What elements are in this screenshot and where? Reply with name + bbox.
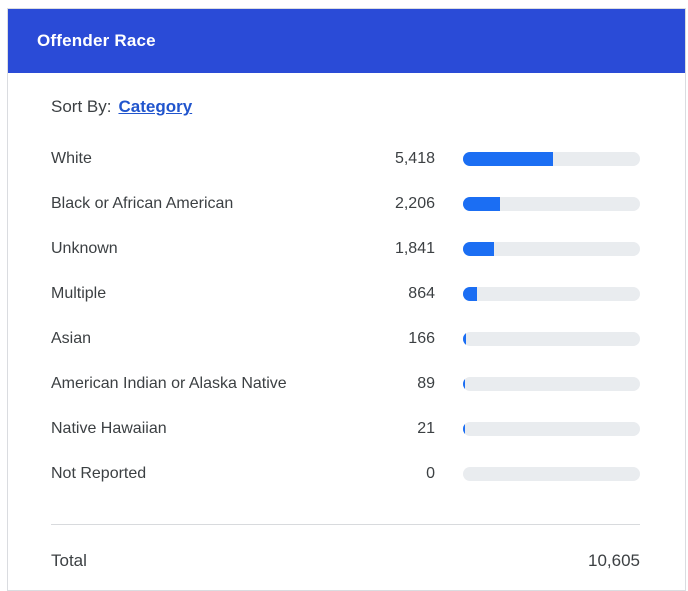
sort-by-label: Sort By: — [51, 97, 112, 116]
total-row: Total 10,605 — [51, 549, 640, 573]
bar-fill — [463, 151, 554, 166]
category-label: White — [51, 149, 92, 167]
category-value: 89 — [417, 374, 435, 392]
category-row: Unknown 1,841 — [51, 226, 640, 271]
bar-fill — [463, 331, 466, 346]
bar-fill — [463, 421, 465, 436]
total-value: 10,605 — [588, 551, 640, 570]
category-label: Native Hawaiian — [51, 419, 167, 437]
offender-race-card: Offender Race Sort By: Category White 5,4… — [7, 8, 686, 591]
category-row: Native Hawaiian 21 — [51, 406, 640, 451]
bar-track — [463, 151, 640, 166]
category-label: Black or African American — [51, 194, 234, 212]
sort-by-row: Sort By: Category — [51, 94, 640, 120]
sort-by-category-link[interactable]: Category — [118, 97, 193, 116]
card-header: Offender Race — [8, 9, 685, 73]
category-row: Multiple 864 — [51, 271, 640, 316]
category-row: Asian 166 — [51, 316, 640, 361]
category-label: American Indian or Alaska Native — [51, 374, 287, 392]
bar-track — [463, 196, 640, 211]
category-label: Not Reported — [51, 464, 147, 482]
category-value: 1,841 — [394, 239, 435, 257]
category-rows: White 5,418 Black or African American 2,… — [51, 136, 640, 496]
card-title: Offender Race — [37, 31, 156, 50]
category-row: White 5,418 — [51, 136, 640, 181]
bar-track — [463, 466, 640, 481]
bar-track — [463, 241, 640, 256]
category-value: 5,418 — [394, 149, 435, 167]
category-label: Multiple — [51, 284, 107, 302]
bar-track — [463, 286, 640, 301]
category-label: Unknown — [51, 239, 118, 257]
bar-track — [463, 331, 640, 346]
total-divider — [51, 524, 640, 525]
total-label: Total — [51, 551, 87, 570]
category-row: American Indian or Alaska Native 89 — [51, 361, 640, 406]
category-value: 166 — [408, 329, 435, 347]
bar-fill — [463, 241, 494, 256]
category-value: 21 — [417, 419, 435, 437]
category-value: 864 — [408, 284, 435, 302]
card-body: Sort By: Category White 5,418 Black or Af… — [8, 73, 685, 573]
category-value: 0 — [426, 464, 435, 482]
category-row: Black or African American 2,206 — [51, 181, 640, 226]
bar-fill — [463, 196, 500, 211]
category-value: 2,206 — [394, 194, 435, 212]
bar-track — [463, 376, 640, 391]
bar-fill — [463, 376, 465, 391]
bar-track — [463, 421, 640, 436]
bar-fill — [463, 286, 478, 301]
category-row: Not Reported 0 — [51, 451, 640, 496]
category-label: Asian — [51, 329, 92, 347]
